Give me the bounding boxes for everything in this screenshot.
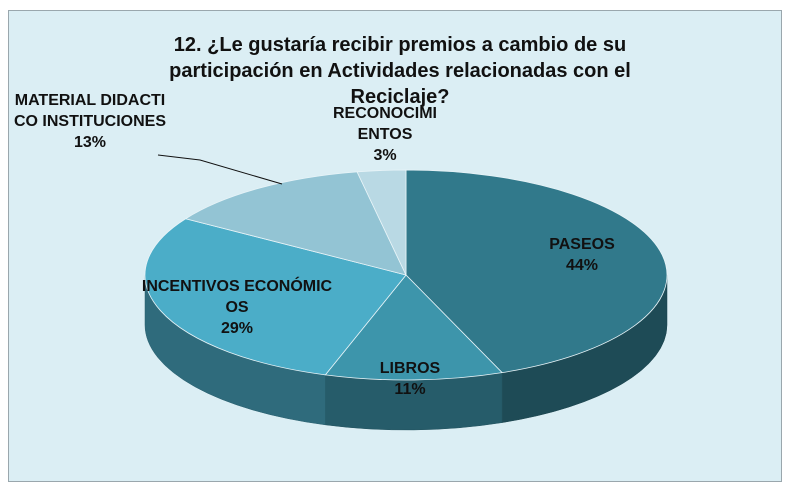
category-label: PASEOS xyxy=(549,236,615,253)
leader-line xyxy=(157,154,283,185)
data-label: MATERIAL DIDACTICO INSTITUCIONES 13% xyxy=(10,90,170,153)
slice xyxy=(405,169,668,374)
category-label: RECONOCIMIENTOS xyxy=(333,105,437,143)
slice xyxy=(184,171,407,276)
slice xyxy=(324,274,503,381)
category-label: MATERIAL DIDACTICO INSTITUCIONES xyxy=(13,92,166,130)
category-label: INCENTIVOS ECONÓMICOS xyxy=(141,278,333,316)
data-label: LIBROS 11% xyxy=(345,358,475,400)
slice xyxy=(356,169,407,276)
category-label: LIBROS xyxy=(379,360,441,377)
value-label: 11% xyxy=(394,381,426,398)
data-label: INCENTIVOS ECONÓMICOS 29% xyxy=(137,276,337,339)
data-label: PASEOS 44% xyxy=(517,234,647,276)
chart-title: 12. ¿Le gustaría recibir premios a cambi… xyxy=(169,34,631,108)
value-label: 29% xyxy=(220,320,254,337)
value-label: 44% xyxy=(565,257,599,274)
value-label: 3% xyxy=(373,147,397,164)
data-label: RECONOCIMIENTOS 3% xyxy=(330,103,440,166)
slice xyxy=(144,218,407,376)
value-label: 13% xyxy=(73,134,107,151)
